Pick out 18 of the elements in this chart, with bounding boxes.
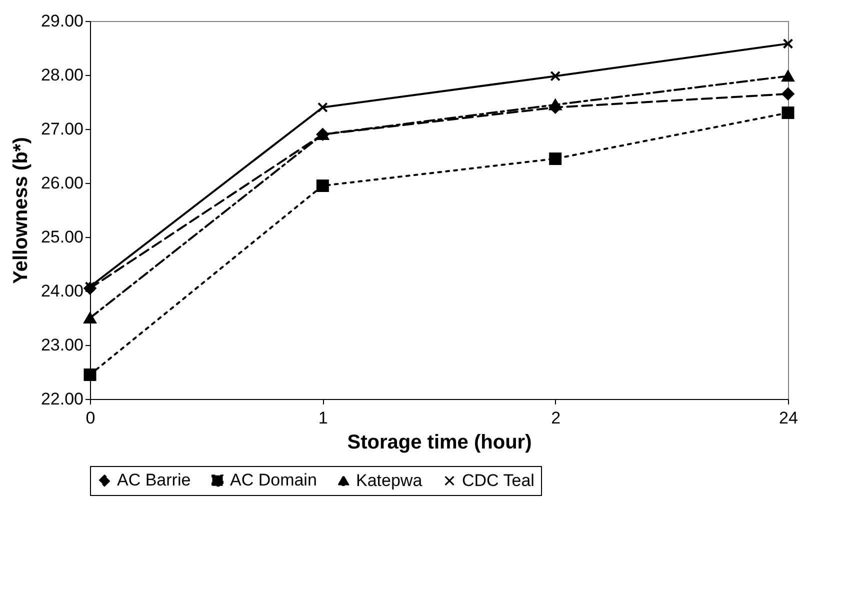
x-tick-label: 2 [551,408,561,428]
y-tick-label: 23.00 [40,336,84,354]
y-tick-label: 28.00 [40,66,84,84]
x-tick-label: 0 [86,408,96,428]
legend-label: Katepwa [356,470,423,490]
x-tick-label: 1 [318,408,328,428]
y-tick-label: 25.00 [40,228,84,246]
y-tick-label: 26.00 [40,174,84,192]
y-axis-title: Yellowness (b*) [10,137,32,284]
y-tick-label: 29.00 [40,12,84,30]
y-tick-label: 27.00 [40,120,84,138]
x-tick-label: 24 [779,408,798,428]
legend-label: CDC Teal [462,470,534,490]
legend-label: AC Barrie [117,470,191,490]
x-axis-title: Storage time (hour) [347,432,532,454]
y-tick-label: 22.00 [40,390,84,408]
legend-label: AC Domain [230,470,317,490]
y-tick-label: 24.00 [40,282,84,300]
